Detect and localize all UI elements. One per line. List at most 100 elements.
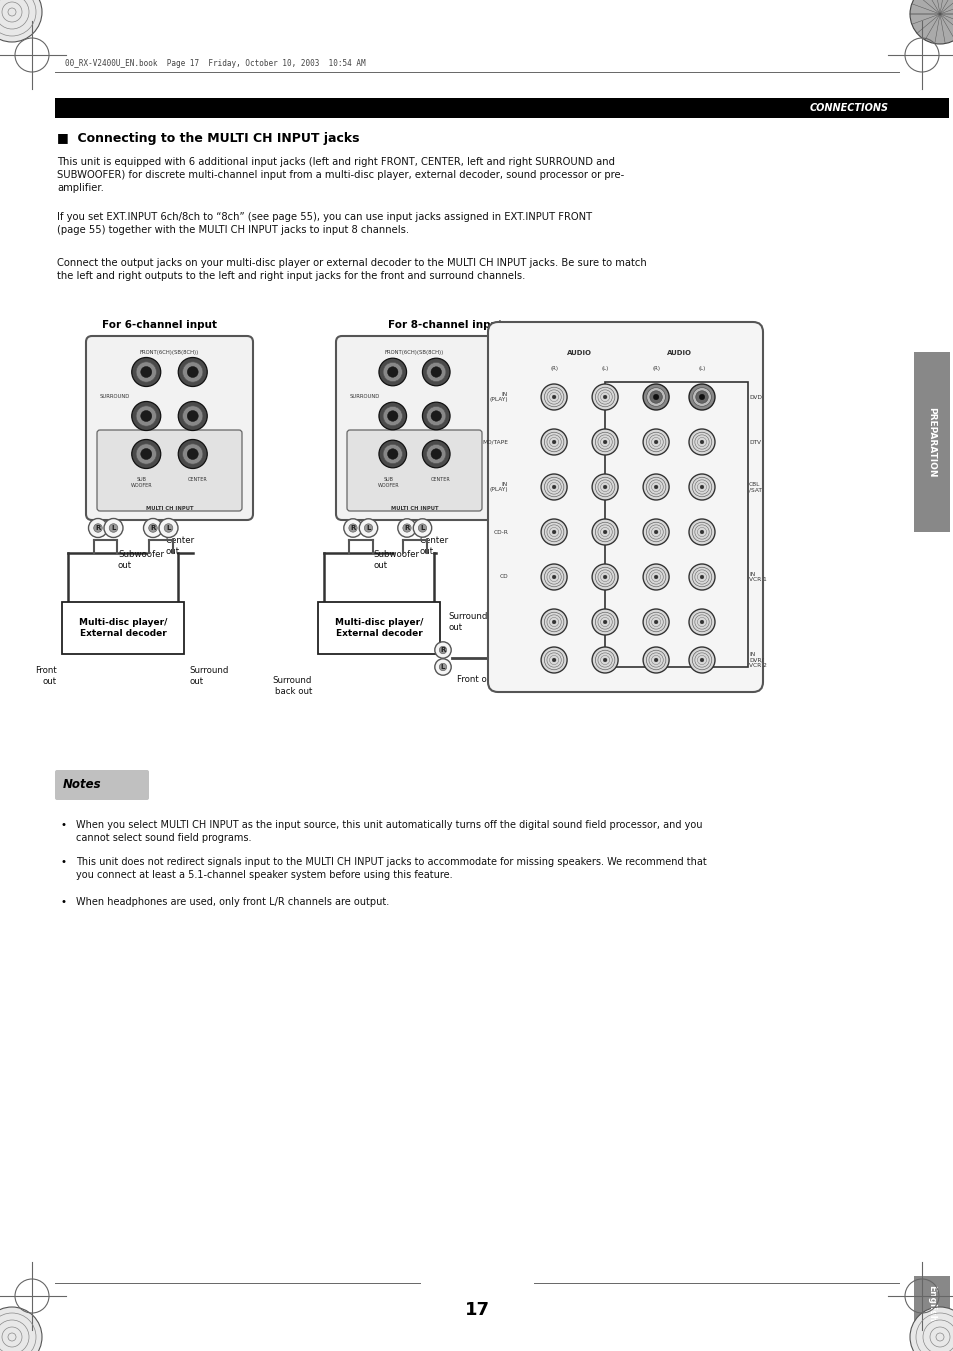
Circle shape bbox=[426, 362, 445, 382]
Circle shape bbox=[435, 659, 451, 676]
Circle shape bbox=[688, 563, 714, 590]
Circle shape bbox=[602, 394, 606, 399]
Text: This unit is equipped with 6 additional input jacks (left and right FRONT, CENTE: This unit is equipped with 6 additional … bbox=[57, 157, 623, 193]
Text: L: L bbox=[366, 526, 371, 531]
Circle shape bbox=[552, 485, 556, 489]
Circle shape bbox=[540, 563, 566, 590]
Bar bbox=[317, 603, 439, 654]
Circle shape bbox=[602, 620, 606, 624]
Text: Front
out: Front out bbox=[35, 666, 57, 686]
Circle shape bbox=[435, 642, 451, 658]
Circle shape bbox=[418, 524, 426, 532]
Circle shape bbox=[187, 411, 198, 422]
Circle shape bbox=[700, 576, 703, 580]
Circle shape bbox=[159, 519, 178, 538]
Circle shape bbox=[431, 366, 441, 377]
Circle shape bbox=[688, 519, 714, 544]
Circle shape bbox=[654, 620, 658, 624]
Text: For 8-channel input: For 8-channel input bbox=[387, 320, 502, 330]
Circle shape bbox=[602, 576, 606, 580]
FancyBboxPatch shape bbox=[488, 322, 762, 692]
Text: (R): (R) bbox=[550, 366, 558, 372]
Circle shape bbox=[182, 444, 203, 465]
Circle shape bbox=[602, 485, 606, 489]
Circle shape bbox=[552, 576, 556, 580]
Text: MD/TAPE: MD/TAPE bbox=[481, 439, 507, 444]
Circle shape bbox=[136, 405, 156, 426]
Circle shape bbox=[642, 647, 668, 673]
Circle shape bbox=[378, 358, 406, 386]
Text: Notes: Notes bbox=[63, 778, 102, 792]
Circle shape bbox=[136, 444, 156, 465]
Text: When you select MULTI CH INPUT as the input source, this unit automatically turn: When you select MULTI CH INPUT as the in… bbox=[76, 820, 701, 843]
Text: CENTER: CENTER bbox=[188, 477, 207, 482]
Circle shape bbox=[653, 394, 659, 400]
Circle shape bbox=[143, 519, 162, 538]
Circle shape bbox=[431, 411, 441, 422]
Text: CENTER: CENTER bbox=[430, 477, 450, 482]
Bar bbox=[913, 353, 949, 532]
Circle shape bbox=[552, 394, 556, 399]
Circle shape bbox=[132, 401, 161, 431]
Text: IN
(PLAY): IN (PLAY) bbox=[489, 392, 507, 403]
Circle shape bbox=[540, 647, 566, 673]
Circle shape bbox=[642, 430, 668, 455]
Text: L: L bbox=[166, 526, 171, 531]
Circle shape bbox=[141, 449, 152, 459]
Circle shape bbox=[540, 609, 566, 635]
Circle shape bbox=[149, 524, 157, 532]
Text: R: R bbox=[404, 526, 409, 531]
Text: Multi-disc player/
External decoder: Multi-disc player/ External decoder bbox=[79, 617, 167, 638]
Circle shape bbox=[654, 530, 658, 534]
Text: SURROUND: SURROUND bbox=[350, 394, 380, 399]
Circle shape bbox=[552, 658, 556, 662]
Text: AUDIO: AUDIO bbox=[566, 350, 592, 357]
Bar bbox=[62, 603, 184, 654]
Circle shape bbox=[642, 519, 668, 544]
Text: R: R bbox=[151, 526, 155, 531]
Text: L: L bbox=[112, 526, 115, 531]
Text: 00_RX-V2400U_EN.book  Page 17  Friday, October 10, 2003  10:54 AM: 00_RX-V2400U_EN.book Page 17 Friday, Oct… bbox=[65, 59, 365, 68]
Circle shape bbox=[378, 440, 406, 467]
Circle shape bbox=[422, 358, 450, 386]
Text: Subwoofer
out: Subwoofer out bbox=[118, 550, 164, 570]
Text: CD-R: CD-R bbox=[493, 530, 507, 535]
Text: When headphones are used, only front L/R channels are output.: When headphones are used, only front L/R… bbox=[76, 897, 389, 907]
Text: SURROUND: SURROUND bbox=[100, 394, 131, 399]
Circle shape bbox=[699, 394, 704, 400]
Text: Front out: Front out bbox=[456, 676, 496, 684]
FancyBboxPatch shape bbox=[335, 336, 493, 520]
Text: •: • bbox=[60, 897, 66, 907]
Circle shape bbox=[383, 362, 402, 382]
Circle shape bbox=[93, 524, 102, 532]
Circle shape bbox=[654, 485, 658, 489]
Circle shape bbox=[104, 519, 123, 538]
Circle shape bbox=[649, 390, 661, 403]
Circle shape bbox=[602, 530, 606, 534]
Circle shape bbox=[438, 663, 446, 670]
Circle shape bbox=[700, 620, 703, 624]
Text: Subwoofer
out: Subwoofer out bbox=[373, 550, 418, 570]
Circle shape bbox=[540, 430, 566, 455]
Circle shape bbox=[688, 384, 714, 409]
Text: SUB
WOOFER: SUB WOOFER bbox=[377, 477, 398, 488]
Circle shape bbox=[700, 440, 703, 444]
Text: SUB
WOOFER: SUB WOOFER bbox=[131, 477, 152, 488]
Circle shape bbox=[426, 407, 445, 426]
Text: If you set EXT.INPUT 6ch/8ch to “8ch” (see page 55), you can use input jacks ass: If you set EXT.INPUT 6ch/8ch to “8ch” (s… bbox=[57, 212, 592, 235]
Circle shape bbox=[383, 444, 402, 463]
Circle shape bbox=[187, 366, 198, 377]
Circle shape bbox=[89, 519, 108, 538]
Circle shape bbox=[141, 366, 152, 377]
Text: R: R bbox=[95, 526, 101, 531]
Circle shape bbox=[642, 384, 668, 409]
Circle shape bbox=[909, 0, 953, 45]
Text: Surround
out: Surround out bbox=[448, 612, 487, 632]
Circle shape bbox=[387, 449, 397, 459]
Circle shape bbox=[0, 1306, 42, 1351]
Circle shape bbox=[402, 524, 411, 532]
Circle shape bbox=[688, 474, 714, 500]
Text: English: English bbox=[926, 1285, 936, 1323]
Text: (R): (R) bbox=[652, 366, 659, 372]
Circle shape bbox=[182, 405, 203, 426]
